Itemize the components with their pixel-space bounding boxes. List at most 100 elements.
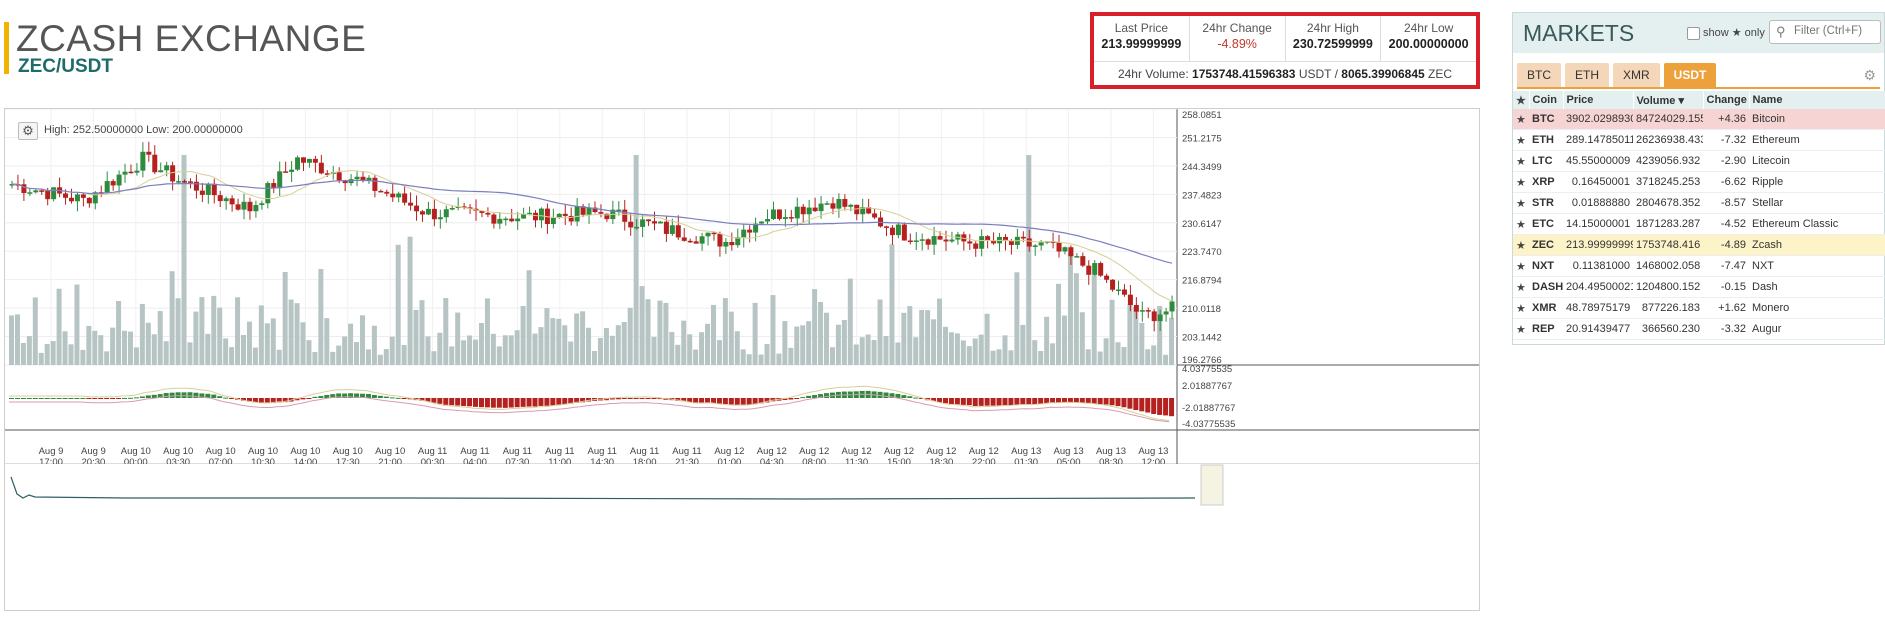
macd-histogram-bar xyxy=(229,398,235,399)
candle-body xyxy=(372,177,378,191)
coin-name: Monero xyxy=(1749,297,1885,319)
macd-histogram-bar xyxy=(562,398,568,405)
volume-bar xyxy=(574,313,580,365)
candle-body xyxy=(1032,245,1038,247)
show-starred-checkbox[interactable] xyxy=(1687,27,1700,40)
volume-bar xyxy=(1157,306,1163,365)
star-icon[interactable]: ★ xyxy=(1516,197,1526,210)
star-icon[interactable]: ★ xyxy=(1516,323,1526,336)
market-tab-eth[interactable]: ETH xyxy=(1565,63,1609,87)
macd-histogram-bar xyxy=(38,398,44,399)
volume-bar xyxy=(496,346,502,365)
column-header-name[interactable]: Name xyxy=(1749,91,1885,109)
market-filter[interactable]: ⚲ xyxy=(1769,20,1882,44)
star-icon[interactable]: ★ xyxy=(1516,260,1526,273)
column-header-price[interactable]: Price xyxy=(1563,91,1634,109)
column-header-change[interactable]: Change xyxy=(1703,91,1750,109)
chart-settings-gear-icon[interactable]: ⚙ xyxy=(18,122,38,140)
macd-histogram-bar xyxy=(383,396,389,398)
macd-histogram-bar xyxy=(282,398,288,403)
candle-body xyxy=(913,240,919,242)
candle-body xyxy=(301,157,306,163)
market-row-eth[interactable]: ★ ETH 289.14785011 26236938.433 -7.32 Ethereu… xyxy=(1513,129,1885,151)
candle-body xyxy=(414,205,420,212)
market-row-zec[interactable]: ★ ZEC 213.99999999 1753748.416 -4.89 Zcash xyxy=(1513,234,1885,256)
candle-body xyxy=(1169,301,1175,312)
market-row-btc[interactable]: ★BTC3902.0298930184724029.155+4.36Bitcoi… xyxy=(1513,109,1885,130)
market-row-str[interactable]: ★ STR 0.01888880 2804678.352 -8.57 Stellar xyxy=(1513,192,1885,214)
show-starred-label[interactable]: show ★ only xyxy=(1703,27,1765,39)
macd-histogram-bar xyxy=(1079,398,1085,403)
price-tick-label: 223.7470 xyxy=(1182,247,1222,258)
candle-body xyxy=(51,187,57,200)
star-icon[interactable]: ★ xyxy=(1516,155,1526,168)
macd-histogram-bar xyxy=(568,398,574,404)
macd-histogram-bar xyxy=(1073,398,1079,403)
market-tab-xmr[interactable]: XMR xyxy=(1613,63,1660,87)
volume-bar xyxy=(859,337,865,365)
star-cell: ★ xyxy=(1513,297,1529,319)
macd-histogram-bar xyxy=(1020,398,1026,405)
time-tick-date: Aug 11 xyxy=(418,446,447,457)
candle-body xyxy=(800,206,806,215)
candle-body xyxy=(21,184,27,194)
time-tick-hour: 20:30 xyxy=(82,457,106,468)
volume-line: 24hr Volume: 1753748.41596383 USDT / 806… xyxy=(1094,67,1476,81)
macd-histogram-bar xyxy=(758,398,764,404)
volume-bar xyxy=(544,308,550,365)
macd-histogram-bar xyxy=(1151,398,1157,414)
market-tab-btc[interactable]: BTC xyxy=(1517,63,1561,87)
candle-body xyxy=(354,176,360,180)
star-cell: ★ xyxy=(1513,255,1529,277)
star-icon[interactable]: ★ xyxy=(1516,218,1526,231)
market-row-etc[interactable]: ★ ETC 14.15000001 1871283.287 -4.52 Ethereum … xyxy=(1513,213,1885,235)
candle-body xyxy=(533,212,539,221)
column-header-coin[interactable]: Coin xyxy=(1529,91,1564,109)
candle-body xyxy=(872,213,878,218)
candle-body xyxy=(925,239,931,245)
macd-histogram-bar xyxy=(609,398,615,400)
market-row-rep[interactable]: ★ REP 20.91439477 366560.230 -3.32 Augur xyxy=(1513,318,1885,340)
macd-histogram-bar xyxy=(538,398,544,406)
market-filter-input[interactable] xyxy=(1792,24,1882,38)
time-tick-date: Aug 12 xyxy=(757,446,787,457)
macd-histogram-bar xyxy=(675,398,681,401)
candle-body xyxy=(824,203,830,205)
macd-histogram-bar xyxy=(681,398,687,402)
macd-signal-line xyxy=(9,393,1170,423)
volume-bar xyxy=(526,270,532,365)
star-icon[interactable]: ★ xyxy=(1516,113,1526,126)
star-icon[interactable]: ★ xyxy=(1516,302,1526,315)
candle-body xyxy=(1151,311,1157,322)
star-icon[interactable]: ★ xyxy=(1516,281,1526,294)
candle-body xyxy=(848,204,854,207)
candle-body xyxy=(1038,242,1044,246)
market-row-xmr[interactable]: ★ XMR 48.78975179 877226.183 +1.62 Monero xyxy=(1513,297,1885,319)
time-tick-date: Aug 9 xyxy=(81,446,106,457)
market-row-nxt[interactable]: ★ NXT 0.11381000 1468002.058 -7.47 NXT xyxy=(1513,255,1885,277)
chart-canvas[interactable]: 258.0851 251.2175 244.3499 237.4823 230.6147… xyxy=(5,109,1479,610)
price-tick-label: 244.3499 xyxy=(1182,162,1222,173)
star-icon[interactable]: ★ xyxy=(1516,176,1526,189)
market-row-ltc[interactable]: ★ LTC 45.55000009 4239056.932 -2.90 Litecoin xyxy=(1513,150,1885,172)
volume-bar xyxy=(853,344,859,365)
macd-histogram-bar xyxy=(1145,398,1151,413)
market-tab-usdt[interactable]: USDT xyxy=(1663,63,1717,87)
star-icon[interactable]: ★ xyxy=(1516,239,1526,252)
candle-body xyxy=(1163,311,1169,315)
low-cell: 24hr Low 200.00000000 xyxy=(1381,16,1476,61)
volume-bar xyxy=(901,312,907,365)
candle-body xyxy=(794,206,800,219)
markets-title: MARKETS xyxy=(1523,20,1635,46)
candle-body xyxy=(907,240,913,243)
macd-histogram-bar xyxy=(621,398,627,399)
price-chart[interactable]: 258.0851 251.2175 244.3499 237.4823 230.6147… xyxy=(4,108,1480,611)
macd-histogram-bar xyxy=(211,394,217,398)
column-header-volume[interactable]: Volume ▾ xyxy=(1633,91,1704,109)
market-row-xrp[interactable]: ★ XRP 0.16450001 3718245.253 -6.62 Ripple xyxy=(1513,171,1885,193)
star-icon[interactable]: ★ xyxy=(1516,134,1526,147)
star-column-header[interactable]: ★ xyxy=(1513,91,1530,109)
markets-settings-gear-icon[interactable]: ⚙ xyxy=(1863,67,1876,83)
market-row-dash[interactable]: ★ DASH 204.49500021 1204800.152 -0.15 Dash xyxy=(1513,276,1885,298)
